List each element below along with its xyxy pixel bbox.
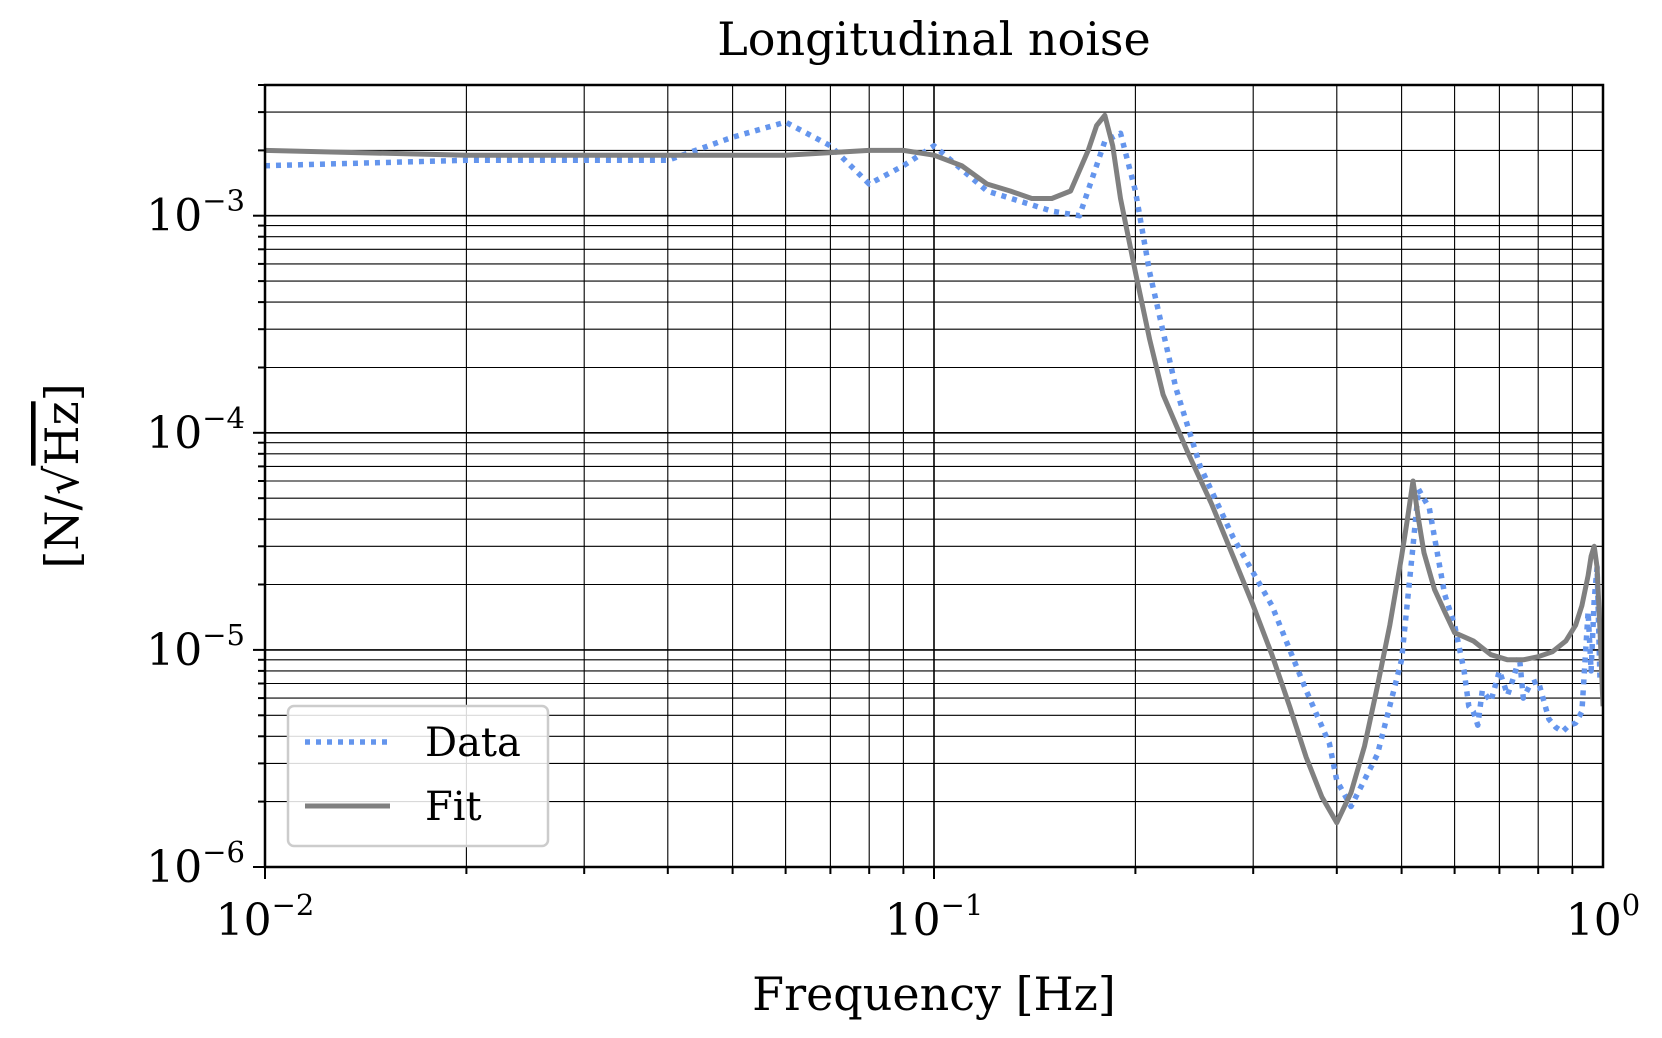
plot-frame	[263, 83, 1605, 869]
series-fit-line	[265, 112, 1603, 826]
y-axis-label-suffix: ]	[35, 383, 89, 401]
legend: Data Fit	[286, 704, 550, 848]
y-tick-label: 10−4	[146, 401, 245, 459]
svg-text:[N/√Hz]: [N/√Hz]	[35, 383, 89, 568]
y-axis-label-radicand: Hz	[35, 401, 89, 465]
y-tick-label: 10−3	[146, 184, 245, 242]
grid	[253, 84, 1603, 879]
y-tick-label: 10−6	[146, 835, 245, 893]
y-tick-label: 10−5	[146, 618, 245, 676]
y-axis-label-prefix: [N/	[35, 494, 89, 568]
x-tick-labels: 10−2 10−1 100	[216, 888, 1641, 946]
x-tick-label: 10−1	[885, 888, 984, 946]
x-axis-label: Frequency [Hz]	[752, 967, 1116, 1021]
chart-title: Longitudinal noise	[717, 12, 1151, 66]
y-tick-labels: 10−6 10−5 10−4 10−3	[146, 184, 245, 893]
legend-fit-label: Fit	[425, 784, 482, 830]
x-tick-label: 100	[1566, 888, 1640, 946]
x-tick-label: 10−2	[216, 888, 315, 946]
y-axis-label-radical: √	[35, 465, 89, 495]
legend-data-label: Data	[425, 720, 521, 766]
plot-lines	[265, 112, 1603, 826]
y-axis-label: [N/√Hz]	[35, 383, 89, 568]
